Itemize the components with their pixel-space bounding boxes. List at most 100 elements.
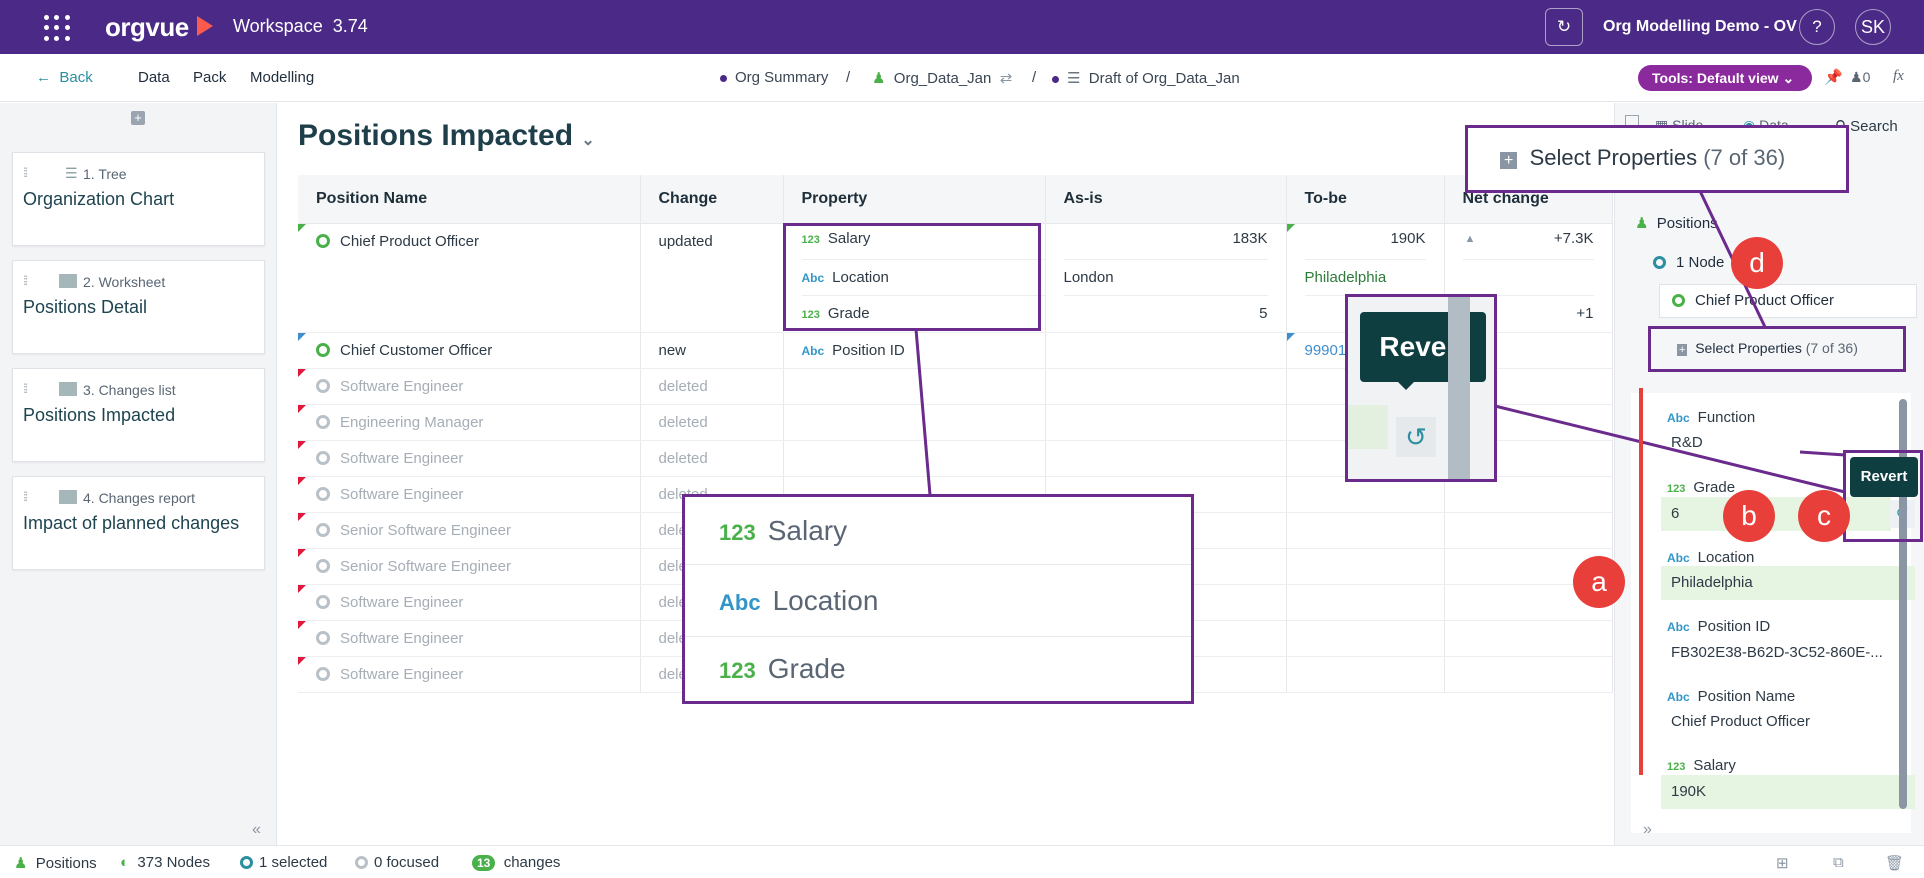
node-status-icon [316,233,330,248]
user-avatar[interactable]: SK [1855,9,1891,45]
add-node-icon[interactable]: ⊞ [1776,855,1789,872]
status-bar: ♟ Positions ◐ 373 Nodes 1 selected 0 foc… [0,845,1924,878]
formula-icon[interactable]: fx [1893,68,1904,84]
property-value[interactable]: 6 [1661,497,1891,531]
scrollbar[interactable] [1899,399,1907,809]
page-card[interactable]: ⁞⁞ 3. Changes list Positions Impacted [12,368,265,462]
property-value[interactable]: FB302E38-B62D-3C52-860E-... [1671,644,1883,661]
page-title: Positions Detail [23,297,148,317]
tree-icon: ☰ [65,165,78,181]
property-name: Grade [827,304,870,322]
annotation-badge-b: b [1723,490,1775,542]
changes-report-icon [59,490,77,504]
highlight-revert: Revert [1843,450,1923,542]
highlight-select-properties [1648,326,1906,372]
chevron-down-icon: ⌄ [581,132,595,149]
status-selected[interactable]: 1 selected [240,854,327,871]
scrollbar-fragment [1448,297,1470,479]
property-label: 123 Salary [1667,757,1736,774]
tobe-value: 190K [1304,224,1426,260]
person-icon: ♟ [14,855,28,872]
collapse-panel-icon[interactable]: « [252,821,261,838]
person-icon: ♟ [872,70,886,87]
status-changes[interactable]: 13 changes [472,854,560,871]
property-value[interactable]: Philadelphia [1661,566,1915,600]
change-type: updated [640,223,784,333]
layers-icon: ☰ [1067,70,1081,87]
page-number: 3. Changes list [83,382,176,398]
tools-view-dropdown[interactable]: Tools: Default view ⌄ [1638,65,1812,91]
column-header[interactable]: Property [783,175,1046,224]
breadcrumb-separator: / [846,69,851,86]
net-change: +1 [1576,304,1594,322]
select-properties-button[interactable]: + Select Properties (7 of 36) [1677,340,1858,356]
annotation-badge-c: c [1798,490,1850,542]
page-card[interactable]: ⁞⁞ 2. Worksheet Positions Detail [12,260,265,354]
app-grid-icon[interactable] [44,15,70,41]
property-value[interactable]: Chief Product Officer [1671,713,1810,730]
column-header[interactable]: As-is [1045,175,1287,224]
breadcrumb-draft[interactable]: ☰ Draft of Org_Data_Jan [1052,69,1240,87]
property-value[interactable]: 190K [1661,775,1915,809]
breadcrumb-separator: / [1032,69,1037,86]
add-page-icon[interactable]: + [131,111,145,125]
nav-pack[interactable]: Pack [193,69,227,86]
nodes-icon: ◐ [120,854,130,871]
expand-panel-icon[interactable]: » [1643,821,1652,838]
pages-panel: + ⁞⁞ ☰ 1. Tree Organization Chart ⁞⁞ 2. … [0,103,277,845]
column-header[interactable]: To-be [1286,175,1445,224]
column-header[interactable]: Change [640,175,784,224]
property-label: Abc Function [1667,409,1756,426]
asis-value: London [1063,260,1268,296]
page-heading[interactable]: Positions Impacted ⌄ [298,119,595,152]
annotation-badge-a: a [1573,556,1625,608]
dataset-name[interactable]: Org Modelling Demo - OV [1603,18,1797,35]
chevron-down-icon: ⌄ [1782,70,1795,86]
status-nodes[interactable]: ◐ 373 Nodes [120,854,210,871]
page-number: 1. Tree [83,166,127,182]
workspace-label[interactable]: Workspace 3.74 [233,16,368,37]
pin-icon[interactable]: 📌 [1824,69,1843,86]
orgvue-logo[interactable]: orgvue [105,12,189,42]
drag-handle-icon[interactable]: ⁞⁞ [23,165,28,180]
page-title: Impact of planned changes [23,513,240,533]
page-card[interactable]: ⁞⁞ ☰ 1. Tree Organization Chart [12,152,265,246]
drag-handle-icon[interactable]: ⁞⁞ [23,381,28,396]
status-focused[interactable]: 0 focused [355,854,439,871]
property-label: Abc Position ID [1667,618,1771,635]
drag-handle-icon[interactable]: ⁞⁞ [23,489,28,504]
drag-handle-icon[interactable]: ⁞⁞ [23,273,28,288]
object-type[interactable]: ♟ Positions [1635,215,1718,232]
breadcrumb-org-summary[interactable]: Org Summary [720,69,828,86]
node-status-icon [316,342,330,357]
table-row[interactable]: Engineering Manager deleted [298,404,1613,441]
help-button[interactable]: ? [1799,9,1835,45]
highlight-properties [783,223,1041,331]
back-label: Back [59,69,93,86]
delete-icon[interactable]: 🗑 [1885,855,1905,872]
worksheet-icon [59,274,77,288]
breadcrumb-org-data[interactable]: ♟ Org_Data_Jan ⇄ [872,70,1013,87]
zoom-properties-callout: 123 Salary Abc Location 123 Grade [682,494,1194,704]
nav-data[interactable]: Data [138,69,170,86]
column-header[interactable]: Position Name [298,175,641,224]
back-button[interactable]: ← Back [36,69,93,86]
add-icon: + [1677,344,1688,356]
refresh-icon[interactable]: ↻ [1545,8,1583,46]
tobe-value: Philadelphia [1304,260,1426,296]
logo-mark-icon [197,16,213,36]
zoom-revert-callout: Revert ↺ [1345,294,1497,482]
status-object[interactable]: ♟ Positions [14,855,97,872]
duplicate-icon[interactable]: ⧉ [1833,854,1844,871]
alerts-count[interactable]: ♟0 [1850,69,1871,85]
changes-badge: 13 [472,855,496,871]
selected-node[interactable]: Chief Product Officer [1659,284,1917,318]
nav-modelling[interactable]: Modelling [250,69,315,86]
page-title: Positions Impacted [23,405,176,425]
page-title: Organization Chart [23,189,175,209]
page-card[interactable]: ⁞⁞ 4. Changes report Impact of planned c… [12,476,265,570]
asis-value: 183K [1063,224,1268,260]
workspace-version: 3.74 [332,16,368,36]
page-number: 4. Changes report [83,490,196,506]
asis-value: 5 [1259,304,1268,322]
